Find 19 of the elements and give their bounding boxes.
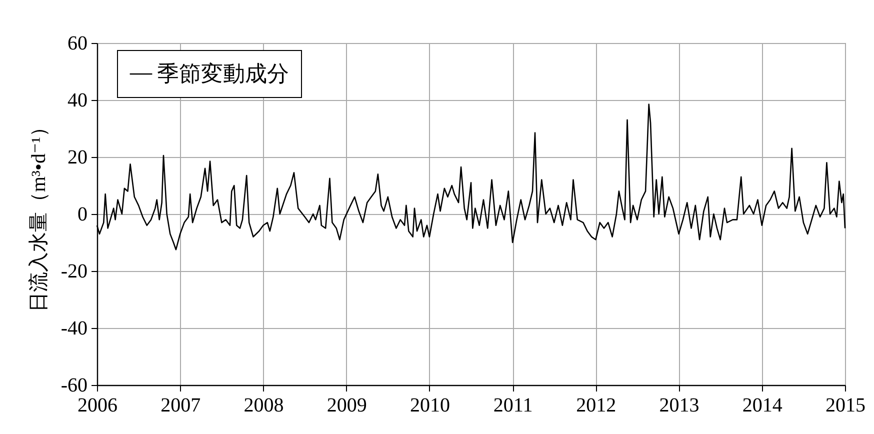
x-tick-label: 2012	[576, 394, 616, 416]
y-tick-label: 20	[68, 146, 88, 168]
y-tick-label: 40	[68, 90, 88, 112]
y-tick-label: -60	[60, 374, 88, 396]
x-tick-label: 2009	[326, 394, 367, 416]
x-tick-label: 2013	[659, 394, 700, 416]
x-tick-label: 2007	[160, 394, 201, 416]
y-tick-label: 0	[78, 204, 88, 226]
x-tick-label: 2010	[410, 394, 450, 416]
y-tick-label: -40	[60, 318, 88, 340]
x-tick-label: 2006	[78, 394, 118, 416]
x-tick-label: 2014	[742, 394, 782, 416]
x-tick-label: 2015	[826, 394, 866, 416]
legend-label: 季節変動成分	[157, 61, 289, 86]
x-tick-label: 2011	[493, 394, 533, 416]
y-tick-label: 60	[68, 32, 88, 54]
y-tick-label: -20	[60, 260, 88, 282]
y-axis-title: 日流入水量（m³•d⁻¹）	[28, 116, 50, 312]
x-tick-label: 2008	[244, 394, 284, 416]
